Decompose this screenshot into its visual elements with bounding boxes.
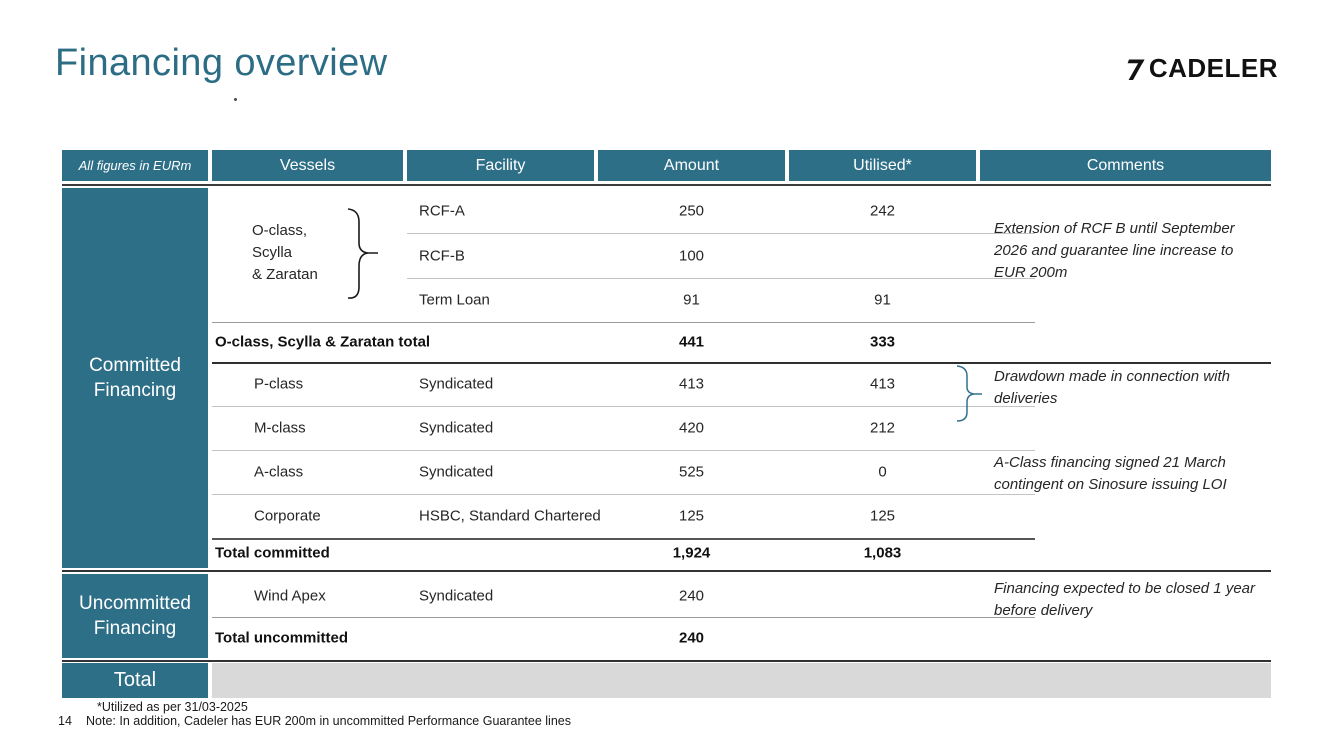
header-comments: Comments xyxy=(980,150,1271,181)
row-separator xyxy=(212,617,1035,618)
row-separator xyxy=(407,233,1035,234)
total-uncommitted-label: Total uncommitted xyxy=(215,629,349,646)
total-committed-label: Total committed xyxy=(215,544,330,562)
vessel-cell: A-class xyxy=(254,463,304,481)
table-row: P-class Syndicated 413 413 xyxy=(62,362,1271,406)
header-amount: Amount xyxy=(598,150,785,181)
oclass-brace-icon xyxy=(347,208,378,299)
section-break-line xyxy=(62,570,1271,572)
amount-cell: 125 xyxy=(678,507,705,525)
cadeler-logo: CADELER xyxy=(1123,53,1278,84)
amount-cell: 525 xyxy=(678,463,705,481)
table-row: RCF-A 250 242 xyxy=(62,188,1271,233)
section-total-row: Total uncommitted 240 xyxy=(62,617,1271,658)
amount-cell: 413 xyxy=(678,375,705,393)
title-dot xyxy=(234,98,237,101)
utilised-cell: 413 xyxy=(869,375,896,393)
grand-total-label: Total xyxy=(62,663,208,698)
grand-total-background xyxy=(212,663,1271,698)
section-break-line xyxy=(62,660,1271,662)
footnote-note: Note: In addition, Cadeler has EUR 200m … xyxy=(86,714,571,728)
cadeler-logo-text: CADELER xyxy=(1148,53,1278,83)
group-total-label: O-class, Scylla & Zaratan total xyxy=(215,333,431,351)
amount-cell: 441 xyxy=(678,333,705,351)
amount-cell: 420 xyxy=(678,419,705,437)
row-separator xyxy=(212,494,1035,495)
header-underline xyxy=(62,184,1271,186)
page-title: Financing overview xyxy=(55,42,388,84)
vessel-cell: M-class xyxy=(254,419,306,437)
amount-cell: 250 xyxy=(678,202,705,219)
table-row: M-class Syndicated 420 212 xyxy=(62,406,1271,450)
facility-cell: Syndicated xyxy=(419,375,494,393)
amount-cell: 1,924 xyxy=(672,544,711,562)
table-row: Corporate HSBC, Standard Chartered 125 1… xyxy=(62,494,1271,538)
facility-cell: Term Loan xyxy=(419,291,490,309)
vessel-cell: P-class xyxy=(254,375,304,393)
vessel-cell: Wind Apex xyxy=(254,587,326,604)
section-divider-line xyxy=(212,362,1271,364)
facility-cell: Syndicated xyxy=(419,463,494,481)
uncommitted-label: Uncommitted Financing xyxy=(62,574,208,658)
utilised-cell: 0 xyxy=(878,463,887,481)
facility-cell: Syndicated xyxy=(419,419,494,437)
page-number: 14 xyxy=(58,714,72,728)
amount-cell: 91 xyxy=(683,291,700,309)
footnote-utilized: *Utilized as per 31/03-2025 xyxy=(97,700,248,714)
table-row: RCF-B 100 xyxy=(62,233,1271,278)
utilised-cell: 125 xyxy=(869,507,896,525)
amount-cell: 100 xyxy=(678,247,705,264)
vessel-cell: Corporate xyxy=(254,507,321,525)
utilised-cell: 333 xyxy=(869,333,896,351)
table-header-row: All figures in EURm Vessels Facility Amo… xyxy=(62,150,1271,181)
committed-label: Committed Financing xyxy=(62,188,208,568)
facility-cell: Syndicated xyxy=(419,587,494,604)
section-total-row: Total committed 1,924 1,083 xyxy=(62,538,1271,568)
facility-cell: RCF-A xyxy=(419,202,465,219)
committed-section: Committed Financing O-class, Scylla & Za… xyxy=(62,188,1271,568)
utilised-cell: 212 xyxy=(869,419,896,437)
group-vessel-line: & Zaratan xyxy=(252,266,318,283)
table-row: Wind Apex Syndicated 240 xyxy=(62,574,1271,617)
comment-drawdown: Drawdown made in connection with deliver… xyxy=(994,368,1230,407)
comment-rcf: Extension of RCF B until September 2026 … xyxy=(994,220,1235,281)
utilised-cell: 1,083 xyxy=(863,544,902,562)
group-vessel-line: Scylla xyxy=(252,244,293,261)
group-separator xyxy=(212,322,1035,323)
facility-cell: RCF-B xyxy=(419,247,465,264)
comment-aclass: A-Class financing signed 21 March contin… xyxy=(994,454,1227,493)
grand-total-row: Total 2,164 1,083 xyxy=(62,663,1271,698)
group-vessel-line: O-class, xyxy=(252,222,308,239)
row-separator xyxy=(212,406,1035,407)
header-utilised: Utilised* xyxy=(789,150,976,181)
amount-cell: 240 xyxy=(678,587,705,604)
uncommitted-section: Uncommitted Financing Wind Apex Syndicat… xyxy=(62,574,1271,658)
table-row: A-class Syndicated 525 0 xyxy=(62,450,1271,494)
header-note: All figures in EURm xyxy=(62,150,208,181)
amount-cell: 240 xyxy=(678,629,705,646)
header-facility: Facility xyxy=(407,150,594,181)
oclass-group-vessels: O-class, Scylla & Zaratan xyxy=(252,220,318,286)
utilised-cell: 242 xyxy=(869,202,896,219)
comment-windapex: Financing expected to be closed 1 year b… xyxy=(994,580,1255,619)
facility-cell: HSBC, Standard Chartered xyxy=(419,507,601,525)
table-row: Term Loan 91 91 xyxy=(62,278,1271,322)
row-separator xyxy=(212,450,1035,451)
total-separator xyxy=(212,538,1035,540)
header-vessels: Vessels xyxy=(212,150,403,181)
row-separator xyxy=(407,278,1035,279)
group-total-row: O-class, Scylla & Zaratan total 441 333 xyxy=(62,322,1271,362)
utilised-cell: 91 xyxy=(874,291,891,309)
cadeler-logo-mark-icon xyxy=(1127,59,1145,80)
drawdown-brace-icon xyxy=(956,365,982,422)
